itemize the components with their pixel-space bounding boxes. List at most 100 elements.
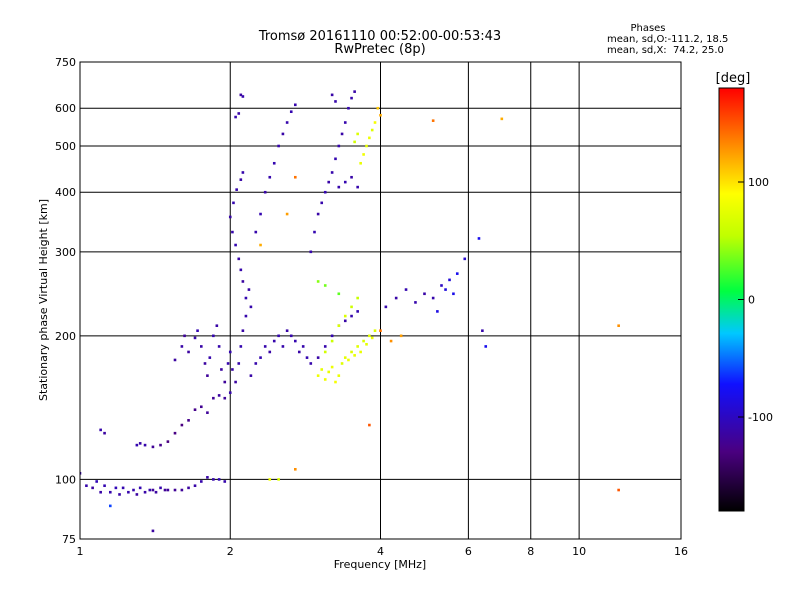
data-point [200, 480, 203, 483]
data-point [277, 334, 280, 338]
data-point [343, 121, 347, 124]
data-point [379, 113, 382, 117]
data-point [370, 336, 374, 340]
data-point [108, 490, 112, 494]
data-point [347, 106, 350, 110]
data-point [223, 380, 227, 384]
data-point [263, 190, 267, 194]
data-point [200, 405, 203, 409]
data-point [143, 443, 147, 447]
data-point [368, 334, 371, 338]
data-point [323, 190, 327, 194]
data-point [423, 292, 426, 296]
data-point [305, 356, 309, 359]
data-point [180, 345, 184, 348]
data-point [85, 484, 88, 488]
data-point [294, 467, 297, 471]
data-point [327, 370, 331, 374]
data-point [217, 478, 221, 481]
data-point [166, 440, 170, 443]
data-point [121, 486, 125, 490]
data-point [365, 342, 368, 346]
data-point [285, 329, 289, 332]
data-point [399, 334, 403, 338]
data-point [323, 345, 327, 348]
data-point [277, 144, 280, 148]
data-point [356, 132, 359, 136]
data-point [281, 345, 285, 348]
data-point [249, 374, 253, 377]
data-point [297, 350, 301, 354]
data-point [617, 488, 620, 492]
data-point [330, 93, 334, 97]
data-point [455, 272, 459, 275]
data-point [193, 484, 197, 488]
colorbar-tick-label: 0 [748, 294, 755, 307]
data-point [173, 431, 177, 435]
data-point [99, 428, 102, 432]
data-point [337, 374, 341, 377]
data-point [301, 345, 305, 348]
data-point [281, 132, 285, 136]
data-point [404, 288, 408, 291]
data-point [350, 96, 353, 100]
data-point [268, 350, 272, 354]
colorbar-tick-label: -100 [748, 411, 773, 424]
data-point [356, 310, 359, 313]
data-point [384, 305, 388, 309]
data-point [289, 334, 293, 338]
data-point [254, 230, 258, 234]
data-point [228, 215, 232, 219]
data-point [259, 243, 262, 247]
y-tick-label: 400 [55, 186, 76, 199]
data-point [330, 171, 334, 174]
data-point [127, 490, 130, 494]
data-point [285, 121, 289, 124]
data-point [350, 305, 353, 309]
data-point [215, 324, 219, 328]
data-point [263, 345, 267, 348]
data-point [234, 115, 237, 119]
data-point [206, 374, 209, 377]
data-point [365, 144, 368, 148]
data-point [334, 157, 337, 161]
data-point [448, 278, 451, 282]
data-point [343, 180, 347, 184]
data-point [212, 396, 215, 400]
data-point [217, 345, 221, 348]
data-point [268, 175, 272, 179]
data-point [440, 284, 443, 287]
colorbar-label: [deg] [716, 71, 751, 86]
data-point [223, 480, 227, 483]
data-point [617, 324, 620, 328]
data-point [334, 100, 337, 103]
data-point [239, 178, 243, 181]
data-point [247, 288, 251, 291]
data-point [103, 431, 106, 435]
y-axis-label: Stationary phase Virtual Height [km] [37, 199, 50, 401]
y-tick-label: 500 [55, 140, 76, 153]
data-point [180, 488, 184, 492]
data-point [143, 490, 147, 494]
data-point [151, 488, 155, 492]
data-point [114, 486, 118, 490]
data-point [431, 119, 435, 122]
data-point [330, 365, 334, 369]
data-point [294, 339, 297, 343]
data-point [272, 339, 276, 343]
data-point [356, 345, 359, 348]
x-tick-label: 8 [527, 545, 534, 558]
data-point [138, 442, 142, 445]
data-point [309, 362, 313, 365]
data-point [350, 350, 353, 354]
data-point [249, 305, 253, 309]
data-point [316, 212, 320, 216]
data-point [241, 95, 245, 98]
data-point [159, 486, 162, 490]
data-point [220, 368, 223, 371]
data-point [166, 488, 170, 492]
data-point [206, 411, 209, 414]
data-point [193, 408, 197, 412]
data-point [289, 110, 293, 114]
